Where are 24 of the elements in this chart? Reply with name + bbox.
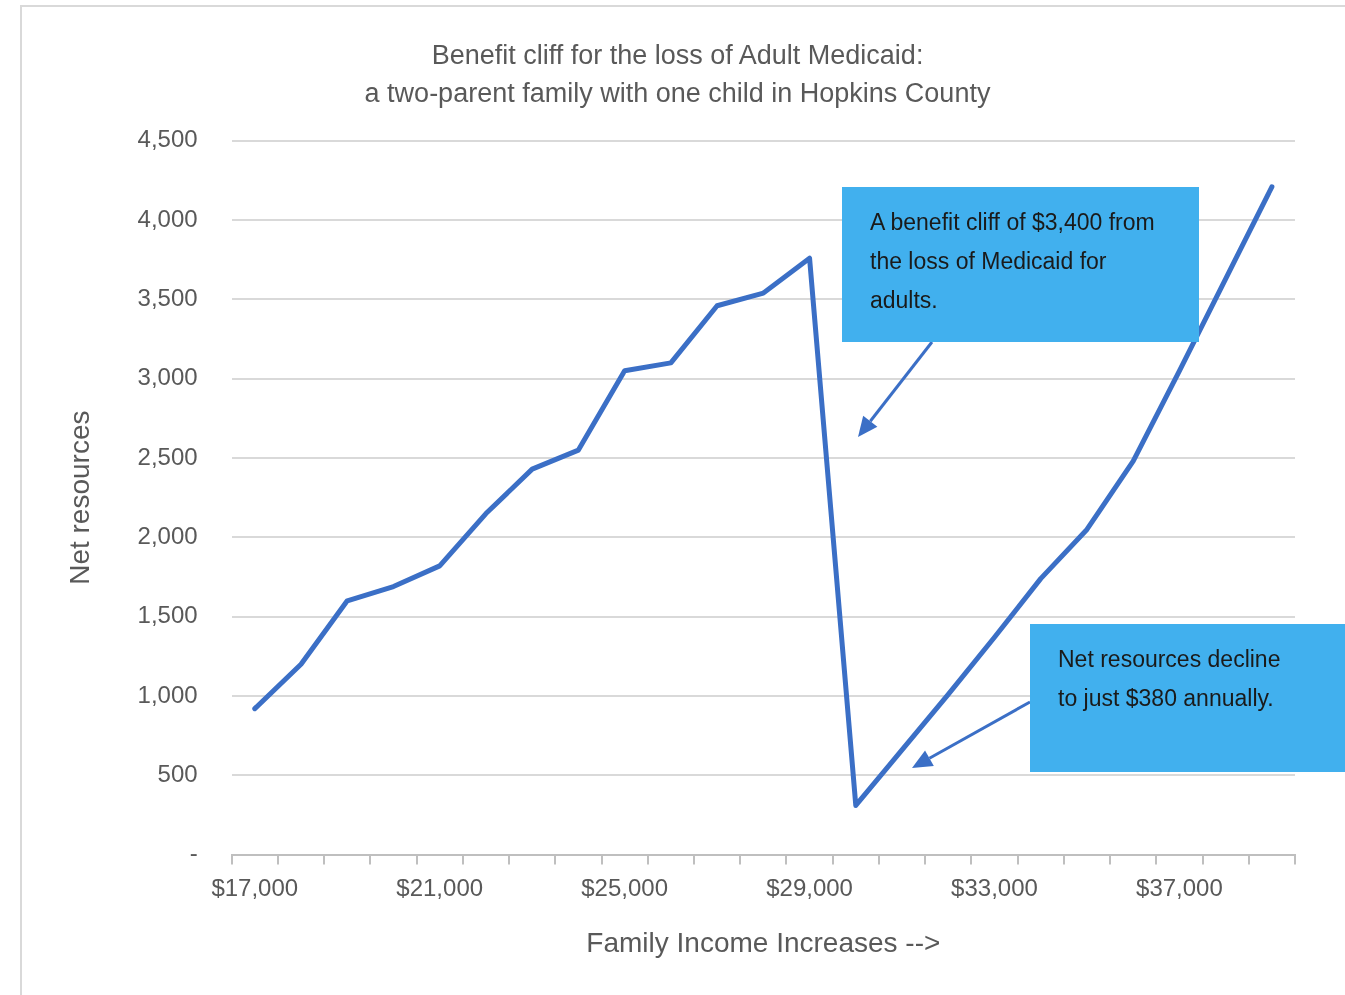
x-tick-label: $25,000: [581, 873, 669, 901]
y-tick-label: 3,500: [137, 284, 198, 312]
callout-box: A benefit cliff of $3,400 from the loss of Medicaid for adults.: [842, 187, 1199, 342]
y-tick-label: 1,500: [137, 601, 198, 629]
x-axis-title: Family Income Increases -->: [586, 926, 941, 958]
y-tick-label: 4,000: [137, 204, 198, 232]
x-tick-label: $17,000: [211, 873, 299, 901]
x-tick-label: $33,000: [951, 873, 1038, 901]
x-tick-label: $29,000: [766, 873, 853, 901]
y-tick-label: 4,500: [137, 125, 198, 153]
annotation: A benefit cliff of $3,400 from the loss of Medicaid for adults.: [870, 208, 1156, 315]
annotation: Net resources decline to just $380 annually.: [1058, 645, 1282, 713]
y-tick-label: 2,500: [137, 442, 198, 470]
y-tick-label: 3,000: [137, 363, 198, 391]
y-axis-title: Net resources: [63, 410, 95, 585]
callout-box: Net resources decline to just $380 annually.: [1030, 624, 1345, 772]
chart-subtitle: a two-parent family with one child in Hopkins County: [364, 78, 991, 109]
x-tick-label: $37,000: [1136, 873, 1223, 901]
y-tick-label: 500: [157, 759, 198, 787]
y-tick-label: 1,000: [137, 680, 198, 708]
y-tick-label: -: [189, 839, 198, 867]
y-tick-label: 2,000: [137, 521, 198, 549]
chart-title: Benefit cliff for the loss of Adult Medicaid:: [431, 39, 924, 70]
x-tick-label: $21,000: [396, 873, 484, 901]
